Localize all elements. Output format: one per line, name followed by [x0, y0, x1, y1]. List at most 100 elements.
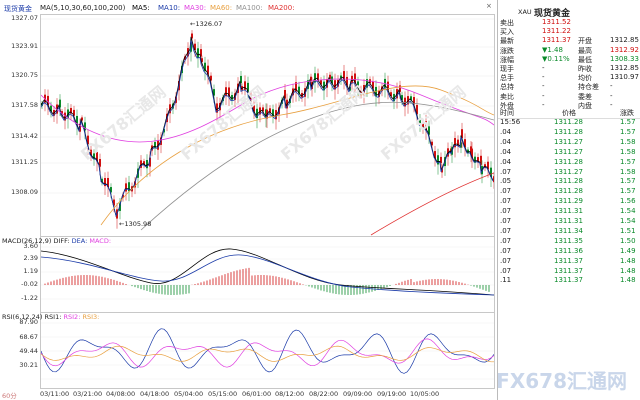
tick-price: 1311.37	[554, 266, 583, 275]
quote-value: 1312.92	[610, 45, 639, 54]
axis-tick-label: 30.21	[19, 361, 38, 369]
candle	[50, 105, 52, 112]
quote-value: -	[542, 73, 545, 82]
price-panel[interactable]: ←1326.07 ←1305.98	[40, 14, 495, 237]
time-tick-label: 05/04:00	[174, 390, 204, 398]
tick-row: .04 1311.28 1.57	[498, 158, 640, 168]
ma-legend-item: MA10:	[158, 4, 181, 12]
quote-label: 买入	[500, 28, 514, 37]
candle	[200, 49, 202, 57]
quote-label: 涨跌	[500, 46, 514, 55]
tick-time: .07	[500, 197, 512, 206]
axis-tick-label: -0.02	[21, 280, 38, 288]
candle	[84, 122, 86, 131]
quote-value: 1311.37	[542, 36, 571, 45]
candle	[169, 104, 171, 114]
candle	[113, 199, 115, 206]
quote-code: XAU	[518, 8, 532, 16]
candle	[484, 164, 486, 168]
candle	[59, 99, 61, 108]
period-selector[interactable]: 60分	[2, 392, 17, 400]
quote-value: ▼0.11%	[542, 54, 570, 63]
candle	[320, 80, 322, 85]
candle	[471, 148, 473, 158]
macd-panel[interactable]	[40, 236, 495, 313]
quote-value: 1312.85	[610, 36, 639, 45]
tick-time: 15:56	[500, 118, 521, 126]
tick-change: 1.49	[620, 246, 636, 255]
axis-tick-label: 1311.25	[11, 158, 38, 166]
candle	[47, 95, 49, 106]
price-axis: 1327.07 1323.91 1320.75 1317.58 1314.42 1311.…	[0, 14, 38, 235]
tick-change: 1.57	[620, 118, 636, 126]
quote-value: -	[542, 64, 545, 72]
rsi1-line	[41, 328, 494, 374]
tick-row: .04 1311.27 1.58	[498, 148, 640, 158]
candle	[399, 85, 401, 92]
tick-price: 1311.28	[554, 127, 583, 136]
tick-change: 1.57	[620, 127, 636, 136]
price-chart	[41, 18, 494, 236]
tick-price: 1311.37	[554, 276, 583, 285]
candle	[93, 153, 95, 160]
tick-change: 1.54	[620, 217, 636, 225]
candle	[225, 87, 227, 96]
quote-label: 持仓差	[578, 83, 599, 92]
quote-title: XAU 现货黄金	[498, 0, 640, 19]
close-icon[interactable]: ×	[486, 2, 492, 10]
quote-value: -	[610, 82, 613, 91]
candle	[70, 107, 72, 114]
candle	[81, 117, 83, 121]
tick-row: .07 1311.37 1.48	[498, 267, 640, 277]
brand-watermark: FX678汇通网	[496, 369, 627, 393]
tick-change: 1.56	[620, 197, 636, 206]
tick-time: .07	[500, 226, 512, 235]
candle	[119, 203, 121, 211]
candle	[191, 33, 193, 39]
ma10-line	[41, 40, 494, 218]
candle	[310, 76, 312, 82]
quote-value: -	[610, 100, 613, 109]
low-annotation: ←1305.98	[119, 220, 152, 228]
axis-tick-label: -1.22	[21, 294, 38, 302]
quote-row: 总手 - 均价 1310.97	[498, 73, 640, 82]
candle	[253, 104, 255, 112]
ma100-line	[140, 101, 494, 231]
tick-time: .07	[500, 187, 512, 196]
tick-change: 1.58	[620, 147, 636, 156]
tick-change: 1.57	[620, 187, 636, 196]
candle	[272, 109, 274, 117]
tick-price: 1311.28	[554, 118, 583, 126]
candle	[101, 178, 103, 182]
candle	[240, 75, 242, 84]
time-tick-label: 04/18:00	[140, 390, 170, 398]
time-tick-label: 10/05:00	[410, 390, 440, 398]
candle	[146, 159, 148, 169]
candle	[366, 79, 368, 88]
candle	[125, 183, 127, 192]
candle	[390, 92, 392, 97]
candle	[434, 151, 436, 159]
candle	[343, 71, 345, 80]
macd-label: MACD(26,12,9) DIFF: DEA: MACD:	[2, 237, 112, 245]
candle	[490, 167, 492, 177]
candle	[216, 103, 218, 113]
tick-row: .07 1311.29 1.56	[498, 197, 640, 207]
time-tick-label: 04/08:00	[106, 390, 136, 398]
candle	[454, 138, 456, 148]
rsi-panel[interactable]	[40, 312, 495, 389]
candle	[295, 82, 297, 92]
ticks-header: 时间 价格 涨跌	[498, 108, 640, 119]
candle	[428, 126, 430, 135]
chart-area[interactable]: 现货黄金 MA(5,10,30,60,100,200) MA5: MA10: MA3…	[0, 0, 497, 400]
quote-label: 内盘	[578, 101, 592, 110]
candle	[149, 157, 151, 167]
axis-tick-label: 1323.91	[11, 42, 38, 50]
time-tick-label: 06/01:00	[242, 390, 272, 398]
candle	[122, 194, 124, 198]
quote-row: 涨跌 ▼1.48 最高 1312.92	[498, 46, 640, 55]
candle	[96, 151, 98, 162]
tick-change: 1.48	[620, 266, 636, 275]
quote-value: 1310.97	[610, 73, 639, 82]
candle	[323, 81, 325, 91]
